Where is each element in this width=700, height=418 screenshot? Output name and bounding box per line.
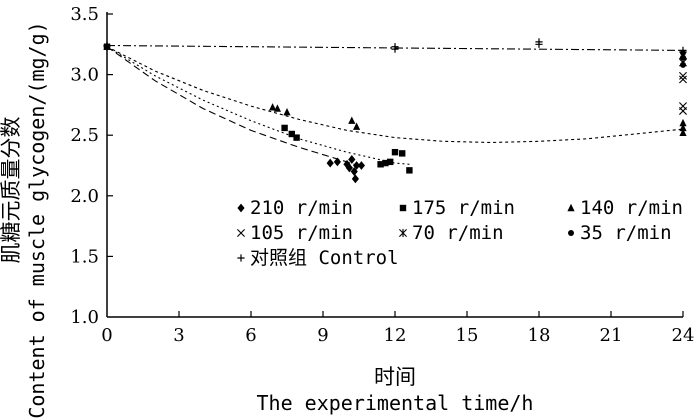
diamond-marker [237,203,245,213]
ticks: 0 3 6 9 12 15 18 21 24 1.0 1.5 2.0 2.5 3.0 3.5 [70,4,694,346]
x-tick-label: 3 [173,325,184,346]
triangle-marker [273,104,281,112]
triangle-marker [567,203,575,212]
plus-marker [237,254,245,262]
legend-label: 70 r/min [412,222,504,244]
y-tick-label: 2.5 [70,125,99,146]
x-tick-label: 15 [456,325,479,346]
fit-lines [106,44,684,168]
x-axis-label-cn: 时间 [374,365,416,389]
y-axis-label-cn: 肌糖元质量分数 [0,117,23,264]
legend: 210 r/min 175 r/min 140 r/min 105 r/min 70 r… [237,197,683,269]
plus-marker [391,45,399,53]
triangle-marker [269,103,277,111]
square-marker [399,204,407,212]
fit-line [106,46,684,144]
square-marker [382,159,389,167]
square-marker [399,150,406,157]
square-marker [377,161,384,168]
legend-label: 140 r/min [580,197,683,219]
square-marker [387,158,394,166]
triangle-marker [348,116,356,124]
y-tick-label: 1.0 [70,307,99,328]
y-tick-label: 2.0 [70,186,99,207]
axes [106,12,683,318]
x-axis-label-en: The experimental time/h [257,391,534,415]
legend-label: 35 r/min [580,222,672,244]
diamond-marker [357,161,365,170]
triangle-marker [353,122,361,130]
diamond-marker [351,174,359,184]
diamond-marker [326,158,334,168]
x-marker [679,71,687,80]
x-marker [237,229,245,237]
x-tick-label: 24 [672,325,695,346]
triangle-marker [679,128,687,136]
square-marker [293,134,300,141]
legend-label: 210 r/min [250,197,353,219]
fit-line [106,46,362,168]
legend-label: 175 r/min [412,197,515,219]
triangle-marker [679,123,687,132]
plus-marker [679,46,687,54]
diamond-marker [350,167,358,176]
diamond-marker [353,161,361,170]
y-axis-label-en: Content of muscle glycogen/(mg/g) [25,21,49,418]
diamond-marker [345,163,353,173]
circle-marker [568,230,574,236]
legend-label: 105 r/min [250,222,353,244]
y-tick-label: 1.5 [70,246,99,267]
square-marker [281,124,288,132]
x-tick-label: 9 [317,325,328,346]
square-marker [406,167,413,174]
y-tick-label: 3.5 [70,4,99,25]
y-tick-label: 3.0 [70,65,99,86]
legend-label: 对照组 Control [250,247,399,269]
circle-marker [680,54,686,61]
x-tick-label: 21 [600,325,623,346]
x-marker [679,106,687,115]
x-tick-label: 12 [384,325,407,346]
triangle-marker [283,107,291,116]
x-tick-label: 18 [528,325,551,346]
square-marker [391,148,399,156]
plus-marker [535,40,543,48]
asterisk-marker [399,228,407,238]
fit-line [106,46,410,165]
diamond-marker [348,155,356,164]
circle-marker [680,61,686,68]
x-tick-label: 6 [245,325,256,346]
data-points [103,38,687,184]
x-marker [679,75,687,84]
x-tick-label: 0 [101,325,112,346]
square-marker [288,130,295,138]
diamond-marker [333,157,341,167]
triangle-marker [679,118,687,127]
